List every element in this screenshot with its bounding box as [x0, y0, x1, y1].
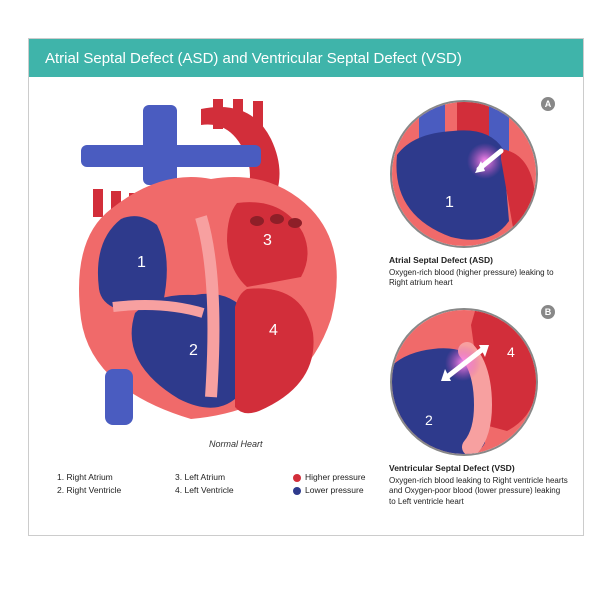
- inset-b-heading: Ventricular Septal Defect (VSD): [389, 463, 569, 474]
- legend-num-2: 2.: [57, 485, 64, 495]
- inset-a-caption: Atrial Septal Defect (ASD) Oxygen-rich b…: [389, 255, 569, 289]
- inset-asd: A: [389, 99, 569, 289]
- swatch-low-label: Lower pressure: [305, 485, 364, 495]
- pulm-vein-opening-2: [270, 214, 284, 224]
- legend-label-1: Right Atrium: [66, 472, 112, 482]
- ivc: [105, 369, 133, 425]
- inset-a-badge: A: [539, 95, 557, 113]
- inset-b-chamber-4: 4: [507, 344, 515, 360]
- inset-vsd: B: [389, 307, 569, 507]
- swatch-high-label: Higher pressure: [305, 472, 365, 482]
- inset-b-badge: B: [539, 303, 557, 321]
- chamber-3-label: 3: [263, 232, 272, 249]
- chamber-2-label: 2: [189, 342, 198, 359]
- normal-heart-caption: Normal Heart: [209, 439, 263, 449]
- swatch-high-icon: [293, 474, 301, 482]
- inset-vsd-svg: 2 4: [389, 307, 539, 457]
- aorta-branch-1: [213, 99, 223, 129]
- legend-label-2: Right Ventricle: [66, 485, 121, 495]
- pulm-vein-opening-1: [250, 216, 264, 226]
- inset-b-chamber-2: 2: [425, 412, 433, 428]
- inset-asd-svg: 1: [389, 99, 539, 249]
- inset-a-body: Oxygen-rich blood (higher pressure) leak…: [389, 268, 569, 289]
- heart-svg: 1 2 3 4: [51, 99, 371, 429]
- pulm-vein-opening-3: [288, 218, 302, 228]
- left-ventricle: [235, 288, 314, 413]
- inset-a-heading: Atrial Septal Defect (ASD): [389, 255, 569, 266]
- legend-num-4: 4.: [175, 485, 182, 495]
- main-heart-figure: 1 2 3 4: [51, 99, 371, 429]
- chamber-1-label: 1: [137, 254, 146, 271]
- page-title: Atrial Septal Defect (ASD) and Ventricul…: [45, 50, 462, 67]
- legend-label-4: Left Ventricle: [184, 485, 233, 495]
- legend-num-3: 3.: [175, 472, 182, 482]
- aorta-branch-2: [233, 99, 243, 133]
- inset-a-chamber-1: 1: [445, 194, 454, 211]
- chamber-4-label: 4: [269, 322, 278, 339]
- legend-num-1: 1.: [57, 472, 64, 482]
- legend-label-3: Left Atrium: [184, 472, 225, 482]
- swatch-low-icon: [293, 487, 301, 495]
- inset-b-body: Oxygen-rich blood leaking to Right ventr…: [389, 476, 569, 507]
- diagram-frame: Atrial Septal Defect (ASD) and Ventricul…: [28, 38, 584, 536]
- legend: 1. Right Atrium 3. Left Atrium Higher pr…: [57, 469, 389, 495]
- title-bar: Atrial Septal Defect (ASD) and Ventricul…: [29, 39, 583, 77]
- pulm-vein-l1: [93, 189, 103, 217]
- pulm-artery-cross: [81, 145, 261, 167]
- inset-b-caption: Ventricular Septal Defect (VSD) Oxygen-r…: [389, 463, 569, 507]
- aorta-branch-3: [253, 101, 263, 141]
